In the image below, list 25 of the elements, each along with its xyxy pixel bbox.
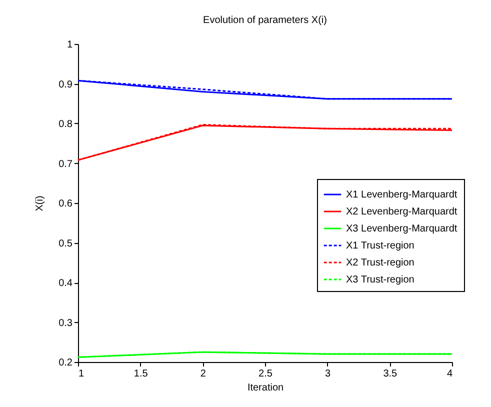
x-tick-label: 3.5 bbox=[383, 368, 398, 380]
legend-label: X3 Trust-region bbox=[346, 274, 414, 286]
legend-label: X1 Levenberg-Marquardt bbox=[346, 190, 458, 200]
y-tick-label: 0.6 bbox=[58, 198, 73, 210]
x-tick-label: 1.5 bbox=[134, 368, 148, 380]
x-tick-label: 1 bbox=[78, 368, 84, 380]
x-tick-label: 3 bbox=[325, 368, 332, 380]
y-tick-label: 0.8 bbox=[58, 119, 73, 130]
x-axis-title: Iteration bbox=[247, 382, 284, 394]
chart-title: Evolution of parameters X(i) bbox=[203, 15, 327, 26]
x-tick-label: 4 bbox=[446, 368, 453, 380]
y-axis-title: X(i) bbox=[34, 196, 46, 212]
y-tick-label: 0.3 bbox=[58, 318, 73, 329]
y-tick-label: 0.2 bbox=[58, 358, 73, 368]
y-tick-label: 1 bbox=[66, 40, 73, 50]
y-tick-label: 0.5 bbox=[58, 238, 73, 250]
y-tick-label: 0.4 bbox=[58, 278, 73, 289]
legend-label: X3 Levenberg-Marquardt bbox=[346, 224, 458, 234]
x-tick-label: 2.5 bbox=[258, 368, 273, 380]
legend-label: X2 Levenberg-Marquardt bbox=[346, 206, 458, 218]
y-tick-label: 0.9 bbox=[58, 79, 73, 90]
y-tick-label: 0.7 bbox=[58, 158, 73, 170]
legend-label: X1 Trust-region bbox=[346, 240, 414, 252]
x-tick-label: 2 bbox=[200, 368, 206, 380]
legend-label: X2 Trust-region bbox=[346, 258, 414, 268]
